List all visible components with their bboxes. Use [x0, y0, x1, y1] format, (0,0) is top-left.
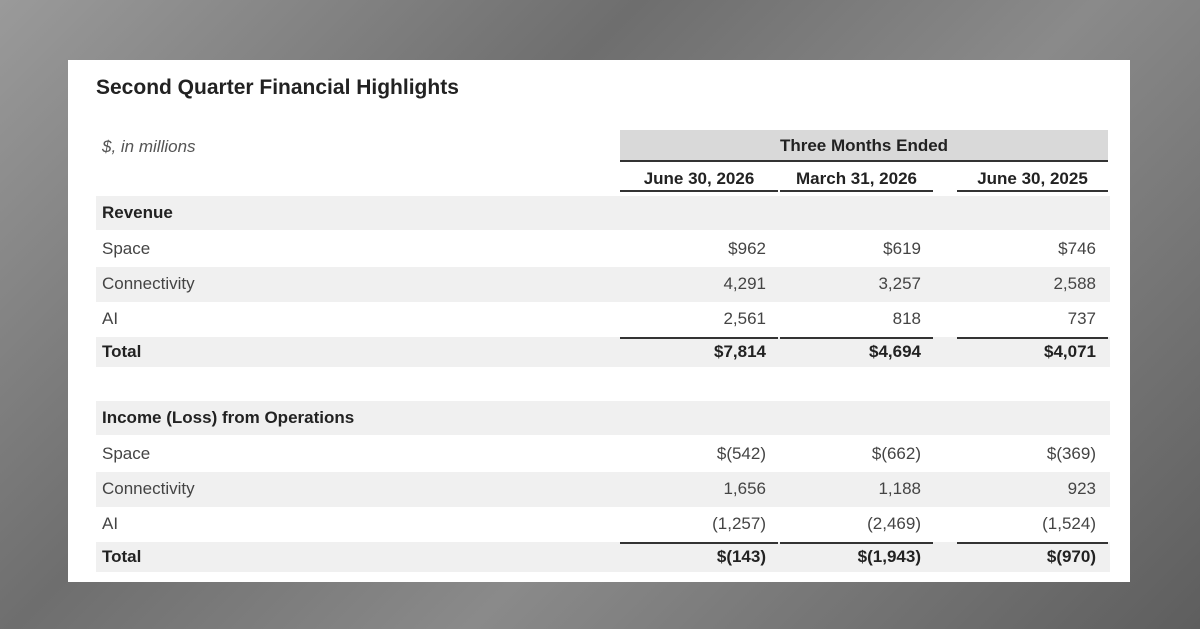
cell-value: (1,257) — [712, 514, 766, 533]
cell-value: 1,656 — [723, 479, 766, 498]
total-rule — [957, 337, 1108, 339]
total-value: $(143) — [716, 547, 766, 566]
total-rule — [620, 337, 778, 339]
row-label: Connectivity — [102, 479, 195, 498]
cell-value: 1,188 — [878, 479, 921, 498]
cell-value: $(369) — [1046, 444, 1096, 463]
total-rule — [620, 542, 778, 544]
total-value: $4,071 — [1044, 342, 1096, 361]
cell-value: 2,588 — [1053, 274, 1096, 293]
total-label: Total — [102, 342, 142, 361]
section-heading: Revenue — [102, 203, 173, 222]
total-value: $(1,943) — [857, 547, 921, 566]
total-label: Total — [102, 547, 142, 566]
total-value: $4,694 — [869, 342, 921, 361]
cell-value: 4,291 — [723, 274, 766, 293]
cell-value: $746 — [1058, 239, 1096, 258]
units-note: $, in millions — [102, 137, 196, 156]
row-band — [96, 267, 1110, 302]
cell-value: (1,524) — [1042, 514, 1096, 533]
row-label: AI — [102, 514, 119, 533]
section-band — [96, 196, 1110, 230]
total-value: $7,814 — [714, 342, 766, 361]
cell-value: 3,257 — [878, 274, 921, 293]
cell-value: 2,561 — [723, 309, 766, 328]
total-value: $(970) — [1046, 547, 1096, 566]
cell-value: 737 — [1067, 309, 1096, 328]
total-rule — [780, 337, 933, 339]
table-card: Second Quarter Financial Highlights $, i… — [68, 60, 1130, 582]
section-heading: Income (Loss) from Operations — [102, 408, 355, 427]
row-label: Connectivity — [102, 274, 195, 293]
section-band — [96, 401, 1110, 435]
column-header: June 30, 2026 — [620, 166, 778, 192]
table-title: Second Quarter Financial Highlights — [96, 76, 459, 99]
period-header: Three Months Ended — [620, 130, 1108, 162]
cell-value: $(662) — [871, 444, 921, 463]
cell-value: 923 — [1067, 479, 1096, 498]
row-label: Space — [102, 239, 151, 258]
cell-value: (2,469) — [867, 514, 921, 533]
cell-value: $962 — [728, 239, 766, 258]
row-band — [96, 472, 1110, 507]
total-band — [96, 542, 1110, 572]
cell-value: 818 — [892, 309, 921, 328]
row-label: AI — [102, 309, 119, 328]
cell-value: $619 — [883, 239, 921, 258]
column-header: June 30, 2025 — [957, 166, 1108, 192]
total-band — [96, 337, 1110, 367]
column-header: March 31, 2026 — [780, 166, 933, 192]
total-rule — [780, 542, 933, 544]
total-rule — [957, 542, 1108, 544]
row-label: Space — [102, 444, 151, 463]
cell-value: $(542) — [716, 444, 766, 463]
